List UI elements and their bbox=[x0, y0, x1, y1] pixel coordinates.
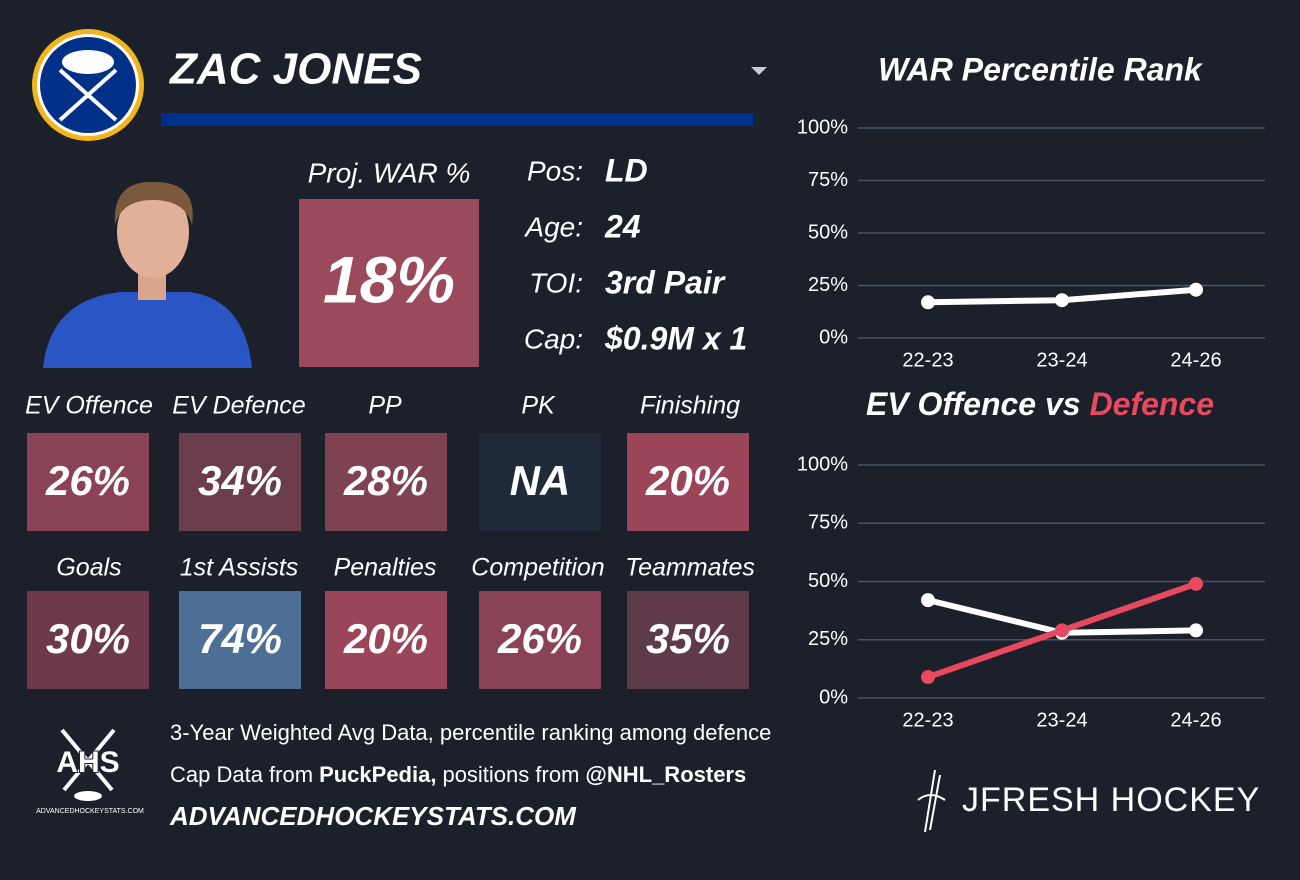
tile bbox=[479, 591, 601, 689]
footer-link[interactable]: PuckPedia, bbox=[319, 762, 436, 787]
tile-value: 28% bbox=[343, 457, 428, 504]
tile-value: NA bbox=[510, 457, 571, 504]
dropdown-toggle[interactable] bbox=[751, 67, 767, 75]
name-underline bbox=[161, 113, 753, 126]
y-tick-label: 75% bbox=[808, 512, 848, 534]
brand: JFRESH HOCKEY bbox=[962, 781, 1260, 819]
jfresh-logo bbox=[917, 769, 946, 833]
x-tick-label: 24-26 bbox=[1170, 349, 1221, 371]
tile bbox=[627, 433, 749, 531]
footer-text: Cap Data from bbox=[170, 762, 313, 787]
tile bbox=[325, 591, 447, 689]
y-tick-label: 25% bbox=[808, 628, 848, 650]
info-label: Age: bbox=[523, 211, 583, 242]
footer-text: positions from bbox=[442, 762, 579, 787]
tile-label: Teammates bbox=[625, 554, 755, 582]
info-value: 3rd Pair bbox=[605, 264, 726, 300]
war-box bbox=[299, 199, 479, 367]
team-logo bbox=[32, 29, 144, 141]
footer-link[interactable]: @NHL_Rosters bbox=[585, 762, 746, 787]
tile-value: 20% bbox=[645, 457, 730, 504]
tile-label: Competition bbox=[471, 554, 604, 582]
tile-label: Penalties bbox=[334, 554, 437, 582]
y-tick-label: 50% bbox=[808, 221, 848, 243]
ahs-logo-caption: ADVANCEDHOCKEYSTATS.COM bbox=[36, 808, 144, 815]
tile bbox=[27, 591, 149, 689]
y-tick-label: 25% bbox=[808, 274, 848, 296]
point bbox=[1055, 293, 1069, 308]
tile-label: PP bbox=[368, 392, 402, 420]
info-label: TOI: bbox=[529, 267, 583, 298]
info-label: Cap: bbox=[524, 323, 583, 354]
x-tick-label: 24-26 bbox=[1170, 709, 1221, 731]
x-tick-label: 23-24 bbox=[1036, 709, 1087, 731]
player-name: ZAC JONES bbox=[168, 45, 422, 94]
info-value: LD bbox=[605, 152, 648, 188]
tile-label: PK bbox=[521, 392, 556, 420]
point bbox=[921, 295, 935, 310]
tile bbox=[179, 591, 301, 689]
tile bbox=[179, 433, 301, 531]
point bbox=[1189, 576, 1203, 591]
point bbox=[1055, 623, 1069, 638]
tile-value: 30% bbox=[46, 615, 130, 662]
y-tick-label: 75% bbox=[808, 169, 848, 191]
chart-title: EV Offence vs Defence bbox=[866, 386, 1214, 422]
chart-title: WAR Percentile Rank bbox=[878, 51, 1204, 87]
info-value: 24 bbox=[604, 208, 641, 244]
y-tick-label: 50% bbox=[808, 570, 848, 592]
player-photo bbox=[43, 181, 252, 368]
tile bbox=[325, 433, 447, 531]
y-tick-label: 100% bbox=[797, 453, 848, 475]
x-tick-label: 22-23 bbox=[902, 709, 953, 731]
tile-value: 35% bbox=[646, 615, 730, 662]
tile-label: Finishing bbox=[640, 392, 740, 420]
tile-value: 20% bbox=[343, 615, 428, 662]
x-tick-label: 23-24 bbox=[1036, 349, 1087, 371]
point bbox=[921, 593, 935, 608]
chart-title-part: EV Offence vs bbox=[866, 386, 1081, 422]
footer-site[interactable]: ADVANCEDHOCKEYSTATS.COM bbox=[169, 801, 577, 831]
ahs-logo-text: AHS bbox=[56, 746, 119, 779]
info-value: $0.9M x 1 bbox=[604, 320, 747, 356]
y-tick-label: 100% bbox=[797, 116, 848, 138]
tile-value: 26% bbox=[497, 615, 582, 662]
footer-sources: Cap Data from PuckPedia, positions from @NH… bbox=[170, 762, 746, 787]
info-label: Pos: bbox=[527, 155, 583, 186]
tile-label: Goals bbox=[56, 554, 121, 582]
point bbox=[921, 670, 935, 685]
tile bbox=[479, 433, 601, 531]
tile-label: EV Offence bbox=[25, 392, 153, 420]
tile-label: 1st Assists bbox=[180, 554, 299, 582]
x-tick-label: 22-23 bbox=[902, 349, 953, 371]
tile-label: EV Defence bbox=[172, 392, 305, 420]
tile bbox=[27, 433, 149, 531]
war-label: Proj. WAR % bbox=[308, 157, 471, 188]
war-value: 18% bbox=[323, 242, 455, 316]
point bbox=[1189, 623, 1203, 638]
ahs-logo bbox=[60, 728, 116, 801]
footer-note: 3-Year Weighted Avg Data, percentile ran… bbox=[170, 720, 771, 745]
y-tick-label: 0% bbox=[819, 686, 848, 708]
point bbox=[1189, 282, 1203, 297]
y-tick-label: 0% bbox=[819, 326, 848, 348]
tile-value: 74% bbox=[198, 615, 282, 662]
tile bbox=[627, 591, 749, 689]
tile-value: 34% bbox=[198, 457, 282, 504]
chart-title-part: Defence bbox=[1090, 386, 1215, 422]
tile-value: 26% bbox=[45, 457, 130, 504]
